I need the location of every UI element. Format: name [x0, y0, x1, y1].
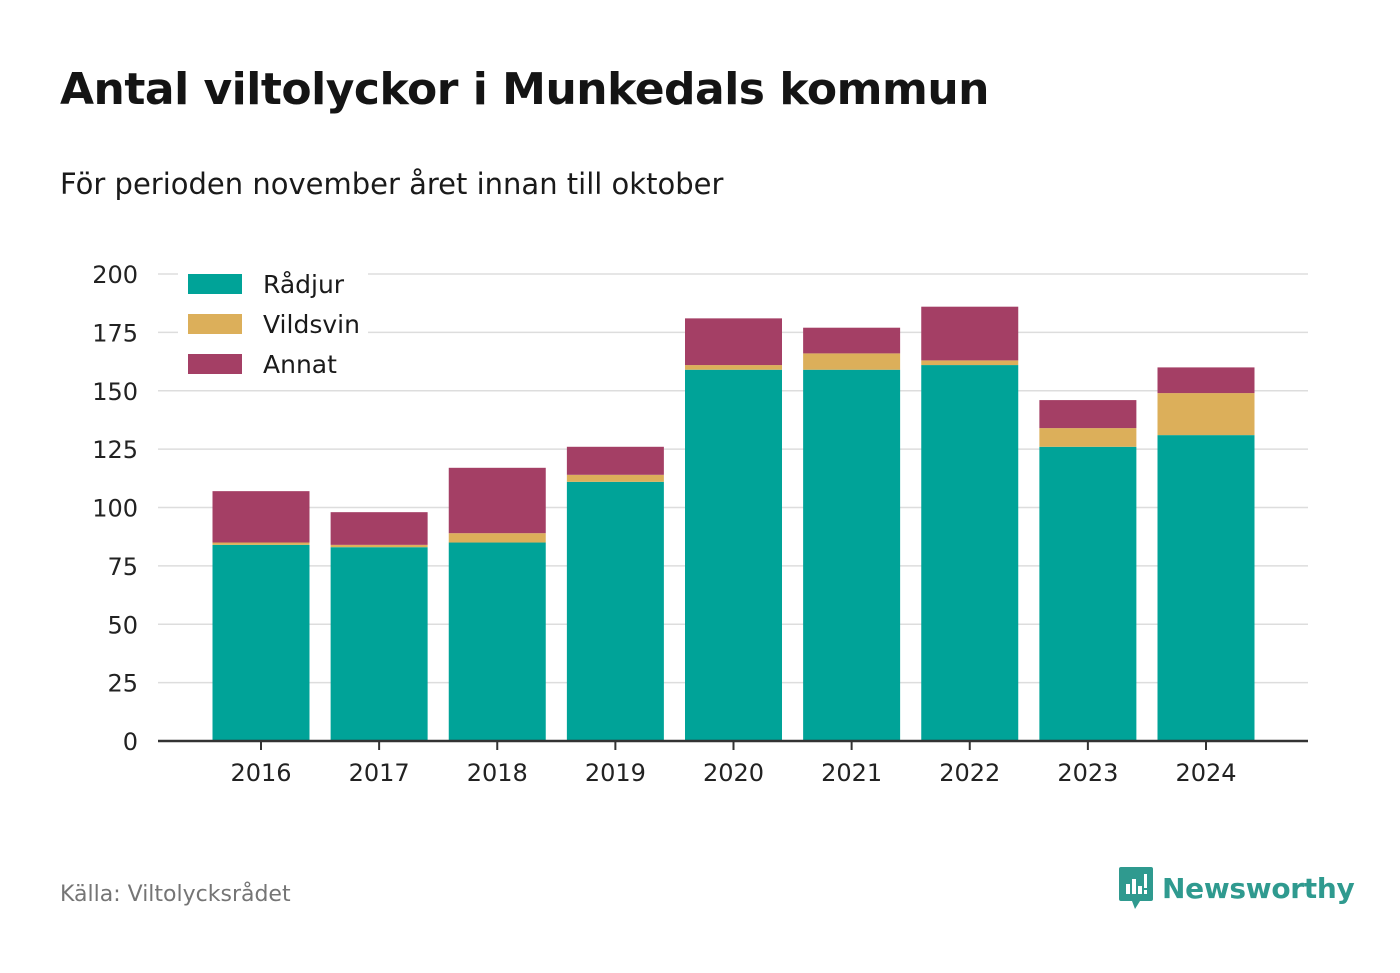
x-tick-label: 2019: [585, 759, 646, 787]
bar-segment-rådjur-2016: [212, 544, 310, 741]
bar-segment-rådjur-2021: [803, 369, 901, 741]
bar-segment-annat-2021: [803, 327, 901, 354]
y-tick-label: 100: [92, 495, 138, 523]
x-tick-label: 2024: [1175, 759, 1236, 787]
source-note: Källa: Viltolycksrådet: [60, 882, 291, 907]
x-tick-label: 2017: [349, 759, 410, 787]
y-tick-label: 0: [123, 728, 138, 756]
bar-segment-vildsvin-2016: [212, 542, 310, 545]
y-tick-label: 125: [92, 436, 138, 464]
bar-segment-vildsvin-2024: [1157, 393, 1255, 436]
legend-swatch-rådjur: [188, 274, 242, 294]
bar-segment-annat-2017: [330, 512, 428, 545]
bar-segment-vildsvin-2022: [921, 360, 1019, 366]
bar-segment-annat-2016: [212, 491, 310, 543]
bar-segment-vildsvin-2020: [685, 365, 782, 370]
y-tick-label: 200: [92, 261, 138, 289]
bar-segment-annat-2020: [685, 318, 782, 366]
y-tick-label: 150: [92, 378, 138, 406]
bar-segment-vildsvin-2023: [1039, 428, 1137, 447]
legend-label: Annat: [263, 350, 337, 379]
legend-label: Rådjur: [263, 270, 345, 299]
y-tick-label: 50: [107, 611, 138, 639]
x-tick-label: 2022: [939, 759, 1000, 787]
chart-title: Antal viltolyckor i Munkedals kommun: [60, 64, 989, 115]
legend-swatch-annat: [188, 354, 242, 374]
bar-segment-vildsvin-2021: [803, 353, 901, 370]
brand-name: Newsworthy: [1162, 871, 1355, 905]
bar-segment-annat-2019: [566, 446, 664, 475]
bar-segment-rådjur-2019: [566, 481, 664, 741]
bar-segment-annat-2018: [448, 467, 546, 534]
x-tick-label: 2018: [467, 759, 528, 787]
brand-logo: Newsworthy: [1118, 866, 1355, 910]
bar-segment-rådjur-2017: [330, 547, 428, 741]
bar-segment-rådjur-2024: [1157, 435, 1255, 741]
x-tick-label: 2016: [230, 759, 291, 787]
bar-chart-speech-bubble-icon: [1119, 867, 1153, 909]
bar-segment-rådjur-2020: [685, 369, 782, 741]
x-tick-label: 2020: [703, 759, 764, 787]
y-tick-label: 175: [92, 319, 138, 347]
bar-segment-vildsvin-2018: [448, 533, 546, 543]
bar-segment-annat-2023: [1039, 400, 1137, 429]
x-tick-label: 2023: [1057, 759, 1118, 787]
bar-segment-rådjur-2018: [448, 542, 546, 741]
bar-segment-rådjur-2023: [1039, 446, 1137, 741]
y-tick-label: 75: [107, 553, 138, 581]
bar-segment-vildsvin-2017: [330, 544, 428, 548]
x-tick-label: 2021: [821, 759, 882, 787]
bar-segment-annat-2022: [921, 306, 1019, 361]
bar-segment-vildsvin-2019: [566, 474, 664, 482]
legend-label: Vildsvin: [263, 310, 360, 339]
legend-swatch-vildsvin: [188, 314, 242, 334]
bar-segment-annat-2024: [1157, 367, 1255, 394]
bar-segment-rådjur-2022: [921, 365, 1019, 741]
y-tick-label: 25: [107, 670, 138, 698]
chart-subtitle: För perioden november året innan till ok…: [60, 167, 724, 201]
